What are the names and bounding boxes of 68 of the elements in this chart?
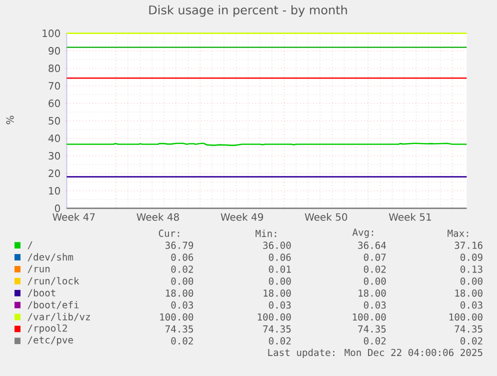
y-axis-title: % [6, 116, 14, 124]
text: 0.06 [268, 254, 291, 261]
text: Last update: Mon Dec 22 04:00:06 2025 [268, 348, 482, 358]
text: 0.06 [171, 254, 194, 261]
x-tick-label: Week 51 [388, 213, 431, 221]
x-tick-label: Week 47 [52, 213, 95, 221]
x-tick-label: Week 50 [304, 213, 348, 221]
text: 0.03 [268, 301, 291, 309]
legend-label: /boot [28, 289, 56, 298]
y-tick-label: 30 [48, 152, 60, 160]
text: 36.64 [358, 242, 386, 249]
text: Avg: [352, 228, 374, 238]
text: 36.00 [263, 242, 291, 249]
y-tick-label: 100 [42, 30, 60, 38]
y-tick-label: 60 [48, 100, 60, 108]
legend-label: /run [28, 265, 50, 274]
text: 0.00 [364, 278, 386, 285]
text: Cur: [158, 230, 180, 237]
x-tick-label: Week 48 [136, 213, 179, 221]
text: 100.00 [450, 313, 482, 321]
text: 100.00 [160, 313, 194, 321]
y-tick-label: 10 [49, 187, 60, 195]
text: 74.35 [358, 325, 386, 333]
text: 100.00 [258, 313, 291, 321]
text: 18.00 [358, 289, 386, 297]
legend-label: /boot/efi [28, 300, 79, 310]
text: 74.35 [165, 325, 193, 333]
text: 0.02 [460, 337, 482, 345]
text: 18.00 [166, 289, 194, 297]
chart-title: Disk usage in percent - by month [149, 5, 347, 17]
text: 0.02 [364, 337, 386, 345]
legend-label: /rpool2 [28, 324, 67, 334]
legend-label: / [28, 241, 32, 250]
text: 0.03 [171, 301, 194, 309]
text: 0.02 [171, 266, 193, 273]
text: 0.01 [268, 266, 291, 273]
text: 0.00 [460, 278, 482, 285]
y-tick-label: 40 [48, 134, 60, 142]
legend-label: /var/lib/vz [28, 312, 90, 322]
y-tick-label: 0 [54, 204, 60, 212]
text: 18.00 [264, 289, 291, 297]
y-tick-label: 90 [48, 47, 60, 55]
y-tick-label: 50 [48, 117, 60, 125]
text: Min: [256, 230, 276, 237]
text: 37.16 [454, 242, 482, 249]
y-tick-label: 70 [48, 82, 60, 90]
text: 0.03 [460, 301, 482, 309]
legend-label: /run/lock [28, 277, 80, 286]
text: 74.35 [454, 325, 482, 333]
text: 74.35 [263, 325, 291, 333]
text: 0.07 [364, 254, 386, 261]
text: 0.09 [460, 254, 482, 261]
text: 0.02 [268, 337, 291, 345]
text: 18.00 [455, 289, 482, 297]
y-tick-label: 20 [48, 170, 60, 178]
text: 0.13 [460, 266, 482, 273]
legend-label: /dev/shm [28, 253, 74, 262]
text: 0.00 [268, 278, 291, 285]
text: 36.79 [165, 242, 194, 249]
text: 0.03 [364, 301, 386, 309]
text: 0.02 [364, 266, 386, 273]
text: 0.02 [171, 337, 193, 345]
x-tick-label: Week 49 [220, 213, 264, 221]
y-tick-label: 80 [48, 64, 60, 72]
legend-label: /etc/pve [28, 336, 73, 346]
text: 0.00 [171, 278, 194, 285]
text: 100.00 [352, 313, 386, 321]
text: Max: [448, 230, 468, 237]
